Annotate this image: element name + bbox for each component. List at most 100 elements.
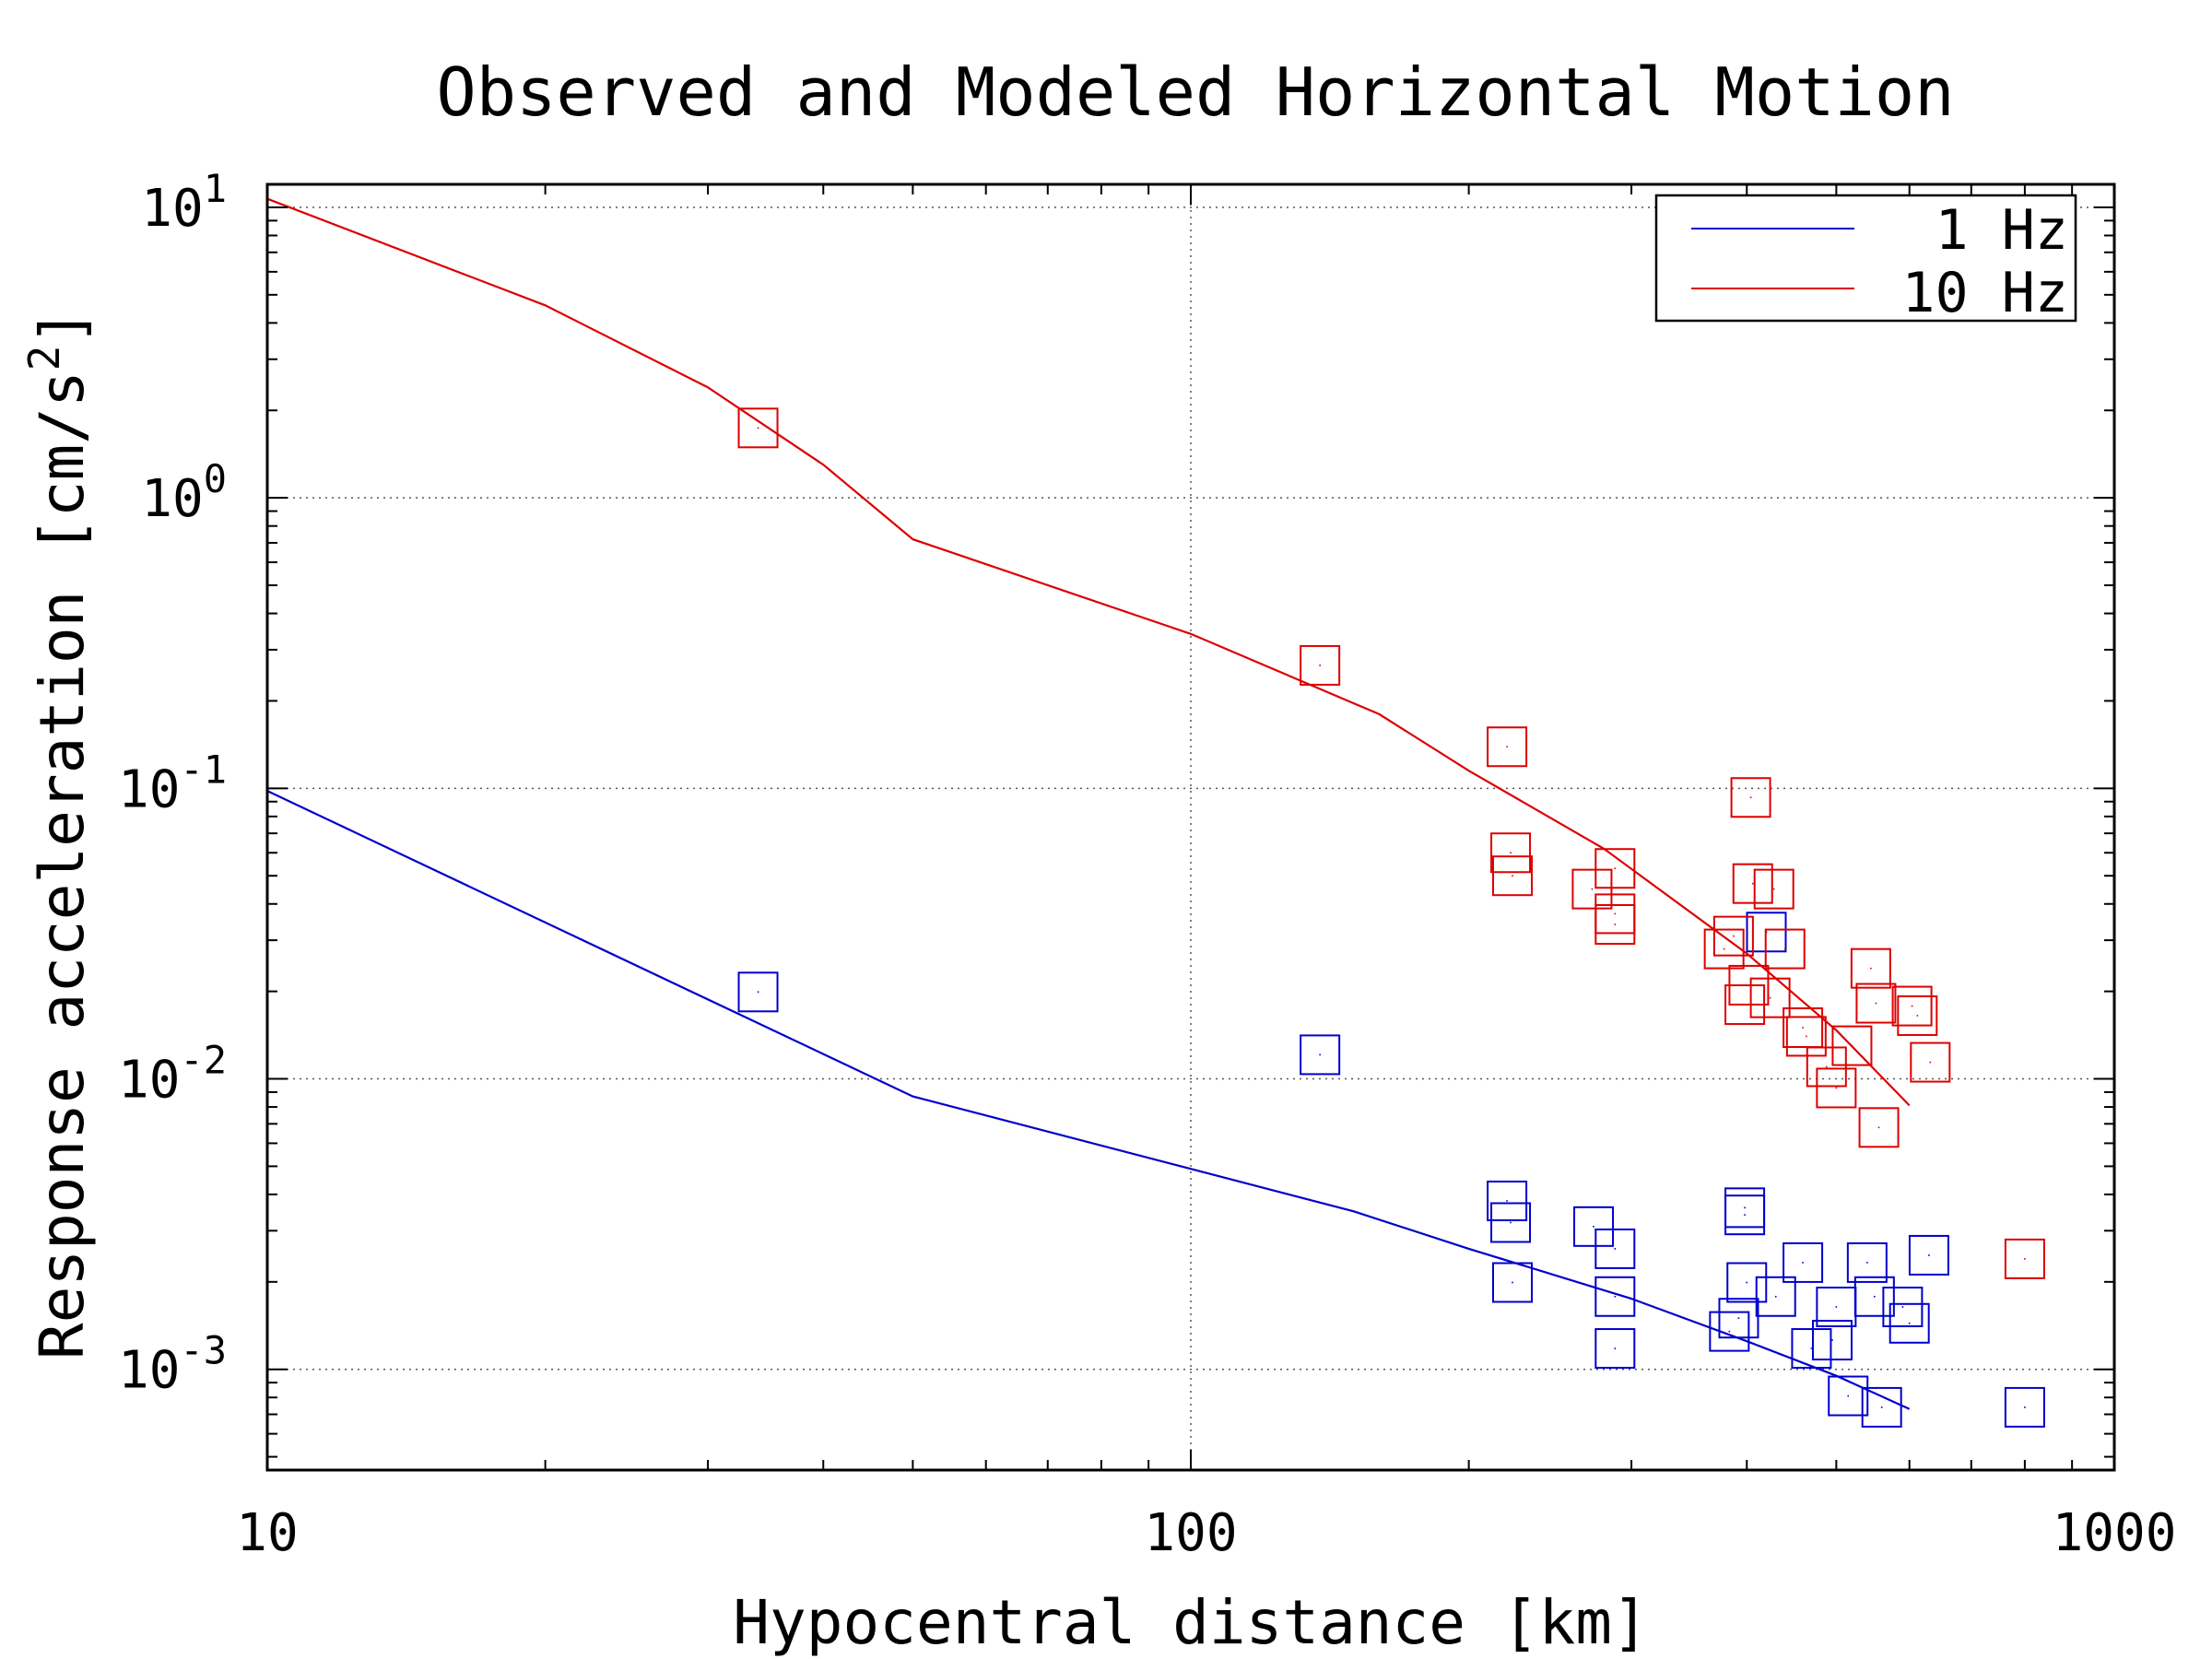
data-point [1571,868,1613,910]
data-point [1831,1025,1873,1066]
data-point-center [1916,1015,1919,1017]
data-point [1783,1241,1824,1283]
data-point-center [1831,1339,1833,1341]
data-point [1764,928,1806,970]
data-point-center [2024,1406,2026,1408]
data-point-center [2024,1258,2026,1260]
y-tick-label: 10-3 [118,1328,227,1401]
data-point [1897,994,1938,1036]
data-point-center [1749,796,1752,799]
data-point-center [1772,888,1775,890]
data-point [1853,1276,1895,1317]
data-point [1749,977,1791,1018]
data-point [1816,1067,1857,1109]
data-point-center [1510,852,1512,854]
data-point-center [1506,1200,1508,1202]
data-point-center [1866,1262,1868,1264]
data-point [1594,1328,1636,1370]
data-point-center [1728,1330,1731,1333]
data-point [1888,1302,1930,1344]
x-axis-label: Hypocentral distance [km] [733,1587,1648,1658]
data-point [1487,1180,1528,1221]
data-point-center [757,991,759,994]
y-axis-label-superscript: 2 [19,346,69,371]
data-point-center [1880,1406,1883,1408]
data-point [1846,1241,1888,1283]
data-point-center [1614,912,1617,915]
data-point [737,407,779,449]
x-tick-label: 1000 [2053,1503,2177,1563]
data-point [1811,1320,1853,1361]
curve-1hz [266,790,1911,1410]
data-point-center [1737,1317,1740,1319]
data-point [1753,868,1794,910]
data-point [1573,1206,1615,1247]
data-point-center [1591,888,1594,890]
data-point-center [1319,1053,1321,1056]
data-point [1728,964,1770,1006]
data-point [1492,855,1534,897]
x-tick-label: 10 [236,1503,298,1563]
data-point-center [1747,984,1750,986]
y-axis-label: Response acceleration [cm/s2] [19,309,98,1359]
data-point-center [1911,1005,1913,1007]
data-point-center [1614,1347,1617,1349]
data-point [1755,1276,1796,1317]
data-point-center [1875,1002,1877,1005]
data-point-center [1512,875,1513,877]
data-point-center [1802,1262,1804,1264]
data-point [1594,1228,1636,1269]
data-point [1594,903,1636,945]
data-point-center [1877,1126,1880,1129]
data-point-center [1723,947,1725,950]
data-point-center [1825,1065,1828,1068]
y-axis-label-main: Response acceleration [cm/s [27,371,98,1359]
data-point [1492,1262,1534,1303]
data-point [1703,928,1745,970]
data-point [1891,985,1933,1027]
data-point-center [1319,665,1321,666]
y-tick-label: 101 [141,166,227,239]
data-point-center [1774,1295,1777,1298]
data-point [1726,1262,1768,1303]
data-point-center [1614,1295,1617,1298]
data-point-center [1744,1206,1746,1209]
chart-title: Observed and Modeled Horizontal Motion [436,53,1954,131]
data-point [1490,832,1532,874]
data-point-center [1614,1248,1617,1250]
data-point-center [1874,1295,1876,1298]
data-point-center [1512,1281,1513,1284]
data-point-center [1847,1394,1850,1397]
y-tick-label: 10-1 [118,747,227,819]
data-point-center [1506,746,1508,748]
data-point-center [1851,1044,1853,1047]
data-point [2004,1386,2045,1428]
grid [267,184,2114,1470]
data-point [1850,947,1891,989]
data-point-center [1746,1281,1748,1284]
data-point-center [757,427,759,429]
data-point [1724,1194,1766,1236]
data-point-center [1593,1226,1594,1228]
data-point-center [1614,924,1617,925]
legend-box [1654,194,2077,323]
data-point [1594,1276,1636,1317]
y-tick-label: 100 [141,456,227,529]
data-point-center [1928,1254,1930,1256]
data-point-center [1835,1306,1838,1308]
data-point [1858,1107,1900,1148]
data-point-center [1744,1214,1746,1216]
data-point [1709,1311,1750,1352]
data-point [1908,1234,1949,1276]
data-point [1855,982,1897,1024]
data-point [1594,848,1636,889]
y-axis-label-end: ] [27,309,98,346]
data-point [1490,1202,1532,1243]
y-tick-label: 10-2 [118,1038,227,1111]
data-point-center [1870,967,1872,970]
data-point [1806,1046,1847,1088]
data-point [1882,1286,1924,1327]
data-point-center [1783,947,1786,950]
data-point-center [1929,1061,1932,1064]
data-point [1828,1375,1869,1417]
